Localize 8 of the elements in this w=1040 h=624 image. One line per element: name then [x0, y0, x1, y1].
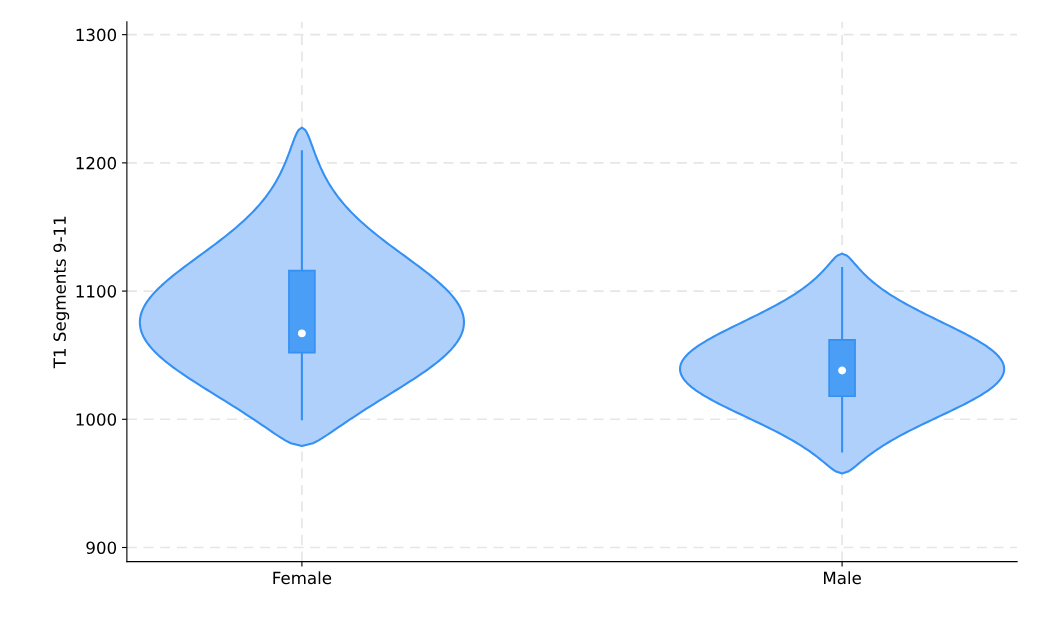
y-tick-label: 900: [86, 541, 117, 555]
y-tick-label: 1300: [76, 28, 117, 42]
y-tick-label: 1200: [76, 156, 117, 170]
x-tick-label: Male: [823, 571, 861, 585]
y-axis-title: T1 Segments 9-11: [53, 216, 70, 369]
x-tick-label: Female: [273, 571, 332, 585]
y-tick-label: 1000: [76, 413, 117, 426]
y-tick-label: 1100: [76, 285, 117, 298]
